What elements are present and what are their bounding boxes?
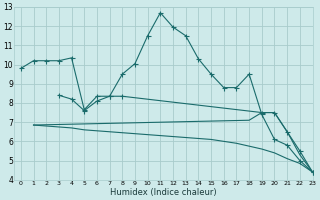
X-axis label: Humidex (Indice chaleur): Humidex (Indice chaleur) [110,188,217,197]
